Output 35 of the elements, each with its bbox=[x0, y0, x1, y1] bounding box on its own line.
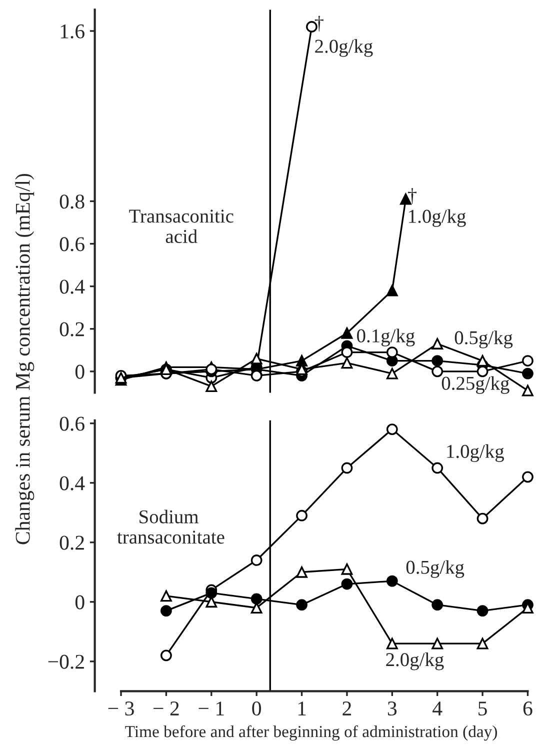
x-tick-label: 2 bbox=[342, 702, 352, 716]
annotation: 0.25g/kg bbox=[442, 376, 510, 394]
annotation: 2.0g/kg bbox=[315, 39, 373, 57]
x-tick-label: 4 bbox=[432, 702, 442, 716]
x-tick-label: − 2 bbox=[154, 702, 179, 716]
y-tick-label: 0.4 bbox=[60, 476, 85, 490]
y-axis-title: Changes in serum Mg concentration (mEq/l) bbox=[15, 174, 34, 544]
annotation: † bbox=[314, 16, 324, 32]
x-tick-label: 6 bbox=[523, 702, 532, 716]
y-tick-label: 0.6 bbox=[60, 416, 84, 431]
annotation: 0.1g/kg bbox=[357, 328, 415, 346]
y-tick-label: 1.6 bbox=[60, 24, 84, 39]
annotation: Sodium transaconitate bbox=[117, 510, 224, 544]
x-tick-label: − 3 bbox=[108, 702, 134, 716]
x-tick-label: − 1 bbox=[198, 702, 224, 716]
x-axis-title: Time before and after beginning of administration (day) bbox=[125, 725, 497, 741]
annotation: † bbox=[408, 188, 416, 204]
annotation: Transaconitic acid bbox=[129, 210, 234, 244]
x-tick-label: 1 bbox=[298, 702, 306, 716]
y-tick-label: 0.2 bbox=[60, 322, 84, 336]
y-tick-label: −0.2 bbox=[48, 654, 84, 669]
x-tick-label: 3 bbox=[388, 702, 397, 716]
annotation: 0.5g/kg bbox=[406, 560, 464, 578]
annotation: 1.0g/kg bbox=[409, 209, 466, 227]
annotation: 1.0g/kg bbox=[447, 444, 504, 462]
y-tick-label: 0.4 bbox=[60, 280, 85, 294]
y-tick-label: 0 bbox=[75, 595, 84, 610]
annotation: 2.0g/kg bbox=[386, 652, 444, 670]
x-tick-label: 0 bbox=[252, 701, 261, 716]
y-tick-label: 0.6 bbox=[60, 237, 84, 252]
y-tick-label: 0.2 bbox=[60, 536, 84, 550]
y-tick-label: 0 bbox=[75, 364, 84, 379]
y-tick-label: 0.8 bbox=[60, 194, 84, 209]
x-tick-label: 5 bbox=[478, 702, 487, 716]
annotation: 0.5g/kg bbox=[454, 330, 513, 348]
